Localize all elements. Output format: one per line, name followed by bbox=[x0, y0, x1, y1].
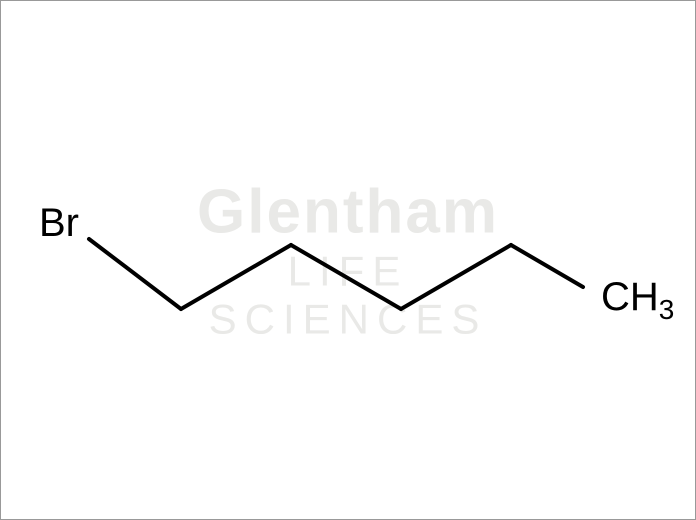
bond bbox=[181, 245, 291, 309]
structure-canvas: Glentham LIFE SCIENCES BrCH3 bbox=[0, 0, 696, 520]
bond bbox=[511, 245, 583, 287]
atom-label-ch3: CH3 bbox=[601, 275, 674, 326]
bond bbox=[401, 245, 511, 309]
bond bbox=[291, 245, 401, 309]
bond bbox=[89, 239, 181, 309]
bond-layer bbox=[1, 1, 696, 520]
atom-label-br: Br bbox=[39, 201, 79, 246]
